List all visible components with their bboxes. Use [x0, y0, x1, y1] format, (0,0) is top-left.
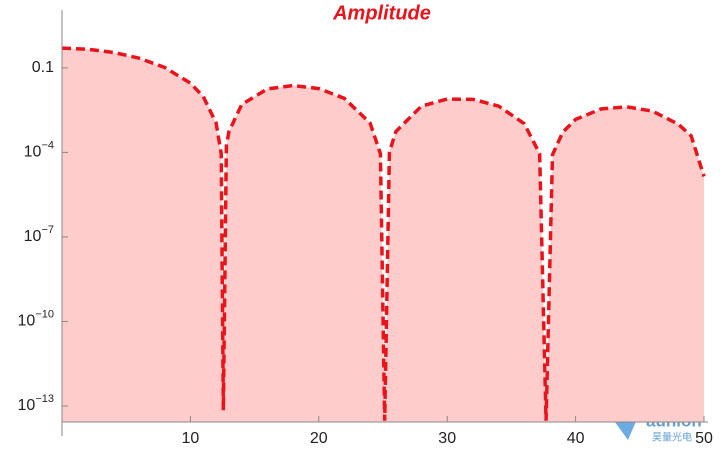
x-tick-label: 20 [310, 430, 328, 447]
y-tick-label: 10−7 [24, 224, 54, 245]
x-tick-label: 10 [182, 430, 200, 447]
y-tick-label: 10−4 [24, 139, 54, 160]
x-tick-label: 50 [695, 430, 713, 447]
watermark-sub: 昊量光电 [652, 431, 692, 444]
chart-title: Amplitude [332, 2, 431, 24]
plot [61, 46, 706, 423]
y-tick-label: 0.1 [32, 59, 54, 76]
x-tick-label: 40 [567, 430, 585, 447]
line [61, 46, 706, 421]
y-tick-label: 10−10 [18, 308, 54, 329]
y-tick-label: 10−13 [18, 393, 54, 414]
x-tick-label: 30 [438, 430, 456, 447]
